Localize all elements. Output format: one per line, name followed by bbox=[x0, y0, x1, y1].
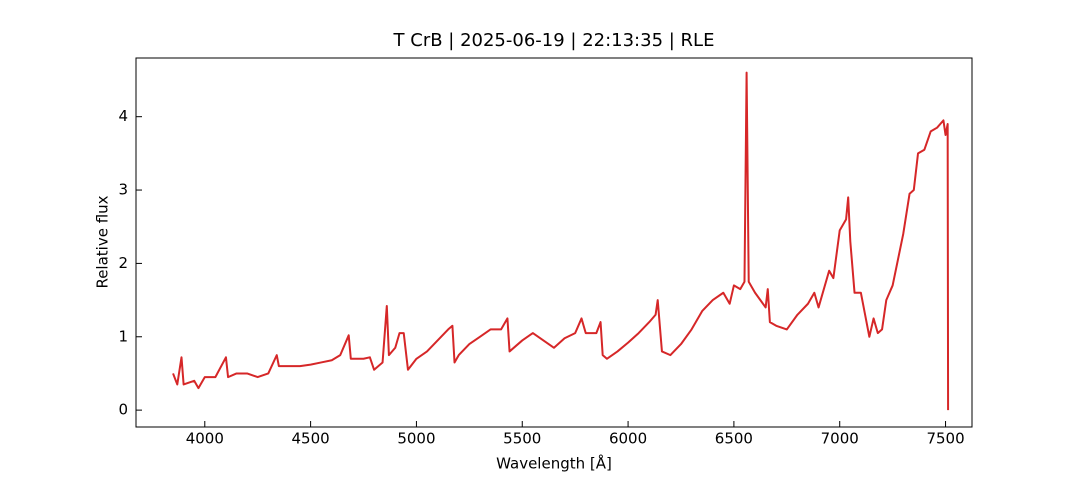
spectrum-line bbox=[172, 71, 950, 411]
y-axis-label: Relative flux bbox=[94, 195, 112, 288]
x-axis-label: Wavelength [Å] bbox=[496, 454, 612, 473]
x-tick-label: 6500 bbox=[715, 430, 753, 448]
x-tick-label: 5500 bbox=[503, 430, 541, 448]
x-tick-label: 5000 bbox=[397, 430, 435, 448]
x-tick-label: 4000 bbox=[186, 430, 224, 448]
plot-frame bbox=[135, 57, 973, 428]
x-tick-label: 7000 bbox=[821, 430, 859, 448]
y-tick-label: 0 bbox=[118, 401, 128, 419]
x-tick-label: 4500 bbox=[292, 430, 330, 448]
x-tick-label: 7500 bbox=[926, 430, 964, 448]
y-tick-label: 3 bbox=[118, 181, 128, 199]
y-tick-label: 1 bbox=[118, 327, 128, 345]
y-tick-label: 2 bbox=[118, 254, 128, 272]
x-tick-label: 6000 bbox=[609, 430, 647, 448]
y-tick-label: 4 bbox=[118, 107, 128, 125]
chart-title: T CrB | 2025-06-19 | 22:13:35 | RLE bbox=[393, 30, 715, 51]
